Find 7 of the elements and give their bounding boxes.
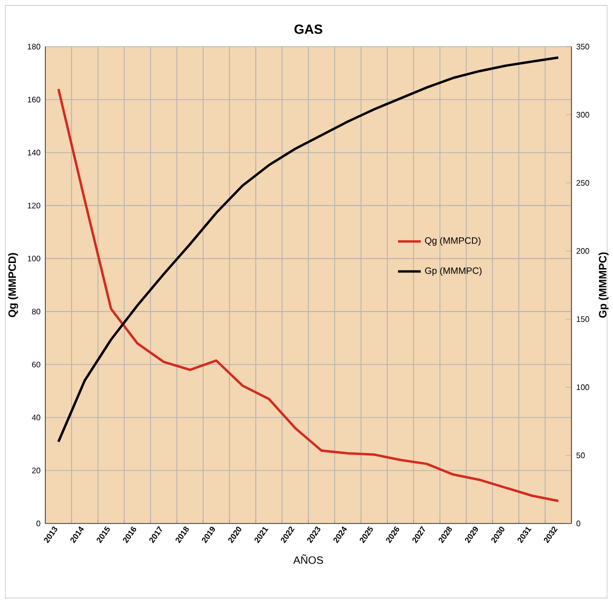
y2-axis-title: Gp (MMMPC) [598, 252, 609, 318]
legend-label: Gp (MMMPC) [425, 266, 482, 276]
x-axis-title: AÑOS [293, 554, 323, 564]
legend-label: Qg (MMPCD) [425, 236, 480, 246]
line-series [57, 88, 560, 502]
chart-title: GAS [294, 24, 322, 34]
y-axis-title: Qg (MMPCD) [8, 252, 18, 317]
